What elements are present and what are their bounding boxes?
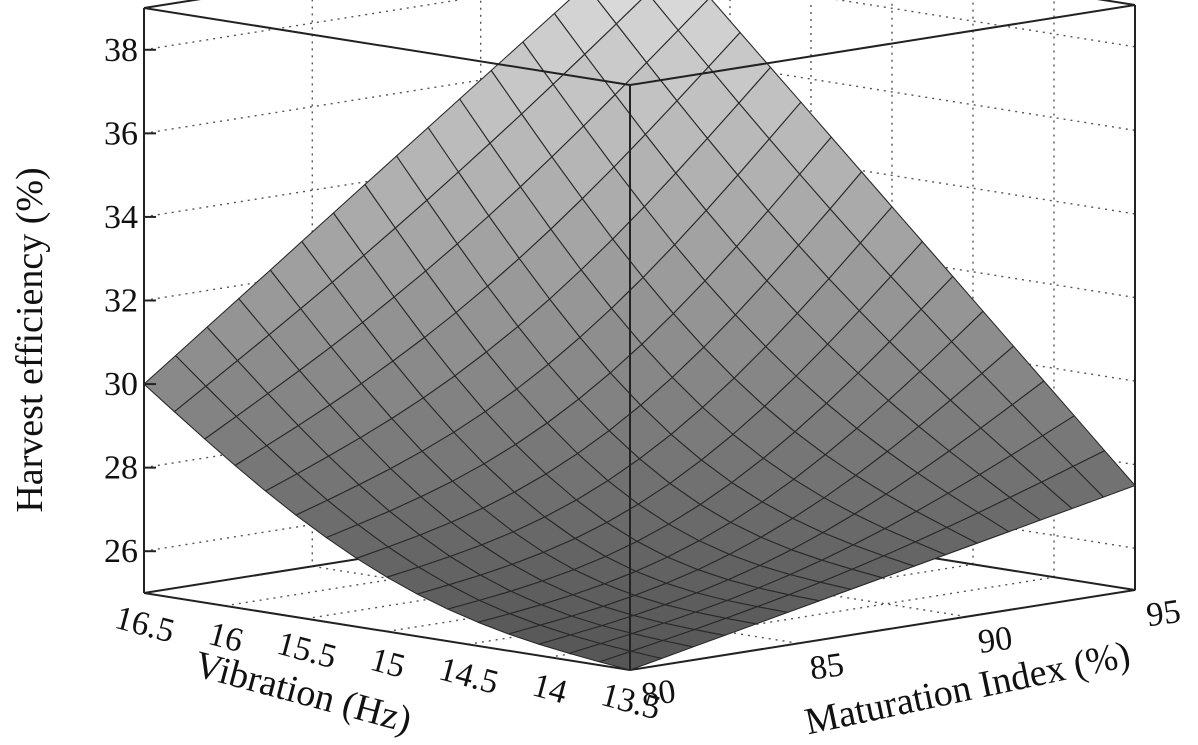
y-tick-label: 90 (976, 620, 1015, 661)
z-tick-label: 30 (104, 366, 138, 403)
axes-box-front (143, 4, 1136, 670)
z-axis-label: Harvest efficiency (%) (9, 167, 51, 512)
surface-mesh (143, 0, 1136, 671)
y-tick-label: 95 (1144, 593, 1183, 634)
x-tick-label: 15 (367, 641, 409, 686)
z-tick-label: 36 (104, 115, 138, 152)
z-tick-label: 32 (104, 283, 138, 320)
y-axis-ticks: 80 85 90 95 (639, 593, 1183, 714)
x-tick-label: 16.5 (111, 599, 178, 650)
x-tick-label: 14 (529, 667, 571, 712)
y-tick-label: 80 (639, 673, 678, 714)
z-tick-label: 38 (104, 32, 138, 69)
z-tick-label: 26 (104, 533, 138, 570)
x-tick-label: 14.5 (435, 651, 502, 702)
z-tick-label: 34 (104, 199, 138, 236)
y-axis-label: Maturation Index (%) (801, 633, 1134, 743)
z-axis-ticks: 26 28 30 32 34 36 38 (104, 32, 156, 570)
y-tick-label: 85 (807, 646, 846, 687)
z-tick-label: 28 (104, 450, 138, 487)
